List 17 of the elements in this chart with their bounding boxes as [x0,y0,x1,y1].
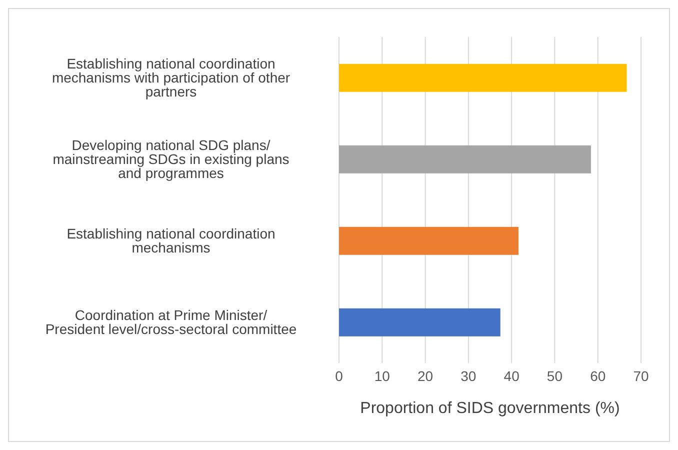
x-tick-label: 60 [590,368,606,384]
x-axis-title: Proportion of SIDS governments (%) [360,400,620,417]
y-tick-label: Developing national SDG plans/ mainstreaming SDGs in existing plans and programmes [52,137,290,182]
y-tick-label: Establishing national coordination mechanisms with participation of other partners [52,56,290,100]
y-tick-label: Establishing national coordination mechanisms [66,226,276,256]
x-tick-label: 50 [546,368,563,384]
bar [339,64,627,92]
x-tick-label: 10 [374,368,390,384]
x-tick-label: 20 [417,368,434,384]
bar [339,226,518,255]
x-tick-label: 70 [633,368,649,384]
y-tick-label: Coordination at Prime Minister/ President level/cross-sectoral committee [45,307,297,338]
bar [339,145,591,174]
x-tick-label: 0 [335,368,344,384]
x-tick-label: 30 [460,368,476,384]
x-tick-label: 40 [504,368,520,384]
bar [339,308,500,336]
